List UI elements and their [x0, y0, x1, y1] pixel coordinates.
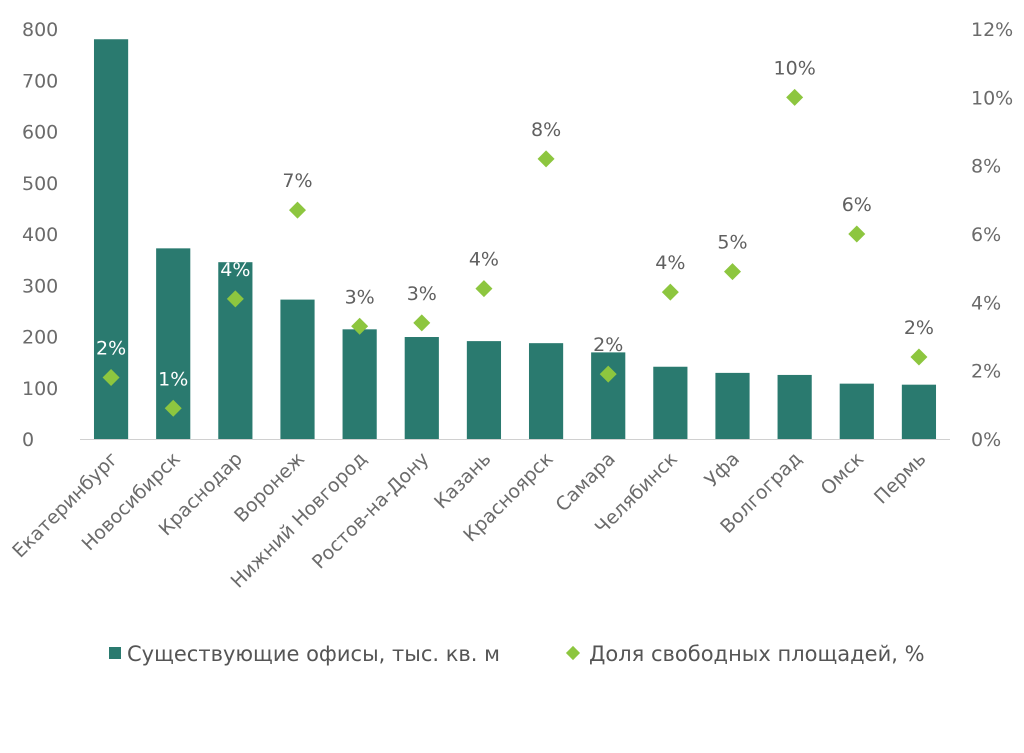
x-category-label: Ростов-на-Дону [308, 448, 433, 573]
diamond-marker [164, 399, 182, 417]
diamond-marker [289, 201, 306, 219]
diamond-marker [786, 88, 804, 106]
right-axis: 0% 2% 4% 6% 8% 10% 12% [971, 19, 1013, 451]
diamond-marker [351, 317, 369, 335]
diamond-marker [413, 314, 431, 332]
data-label: 2% [593, 334, 623, 356]
y-left-tick-label: 800 [22, 19, 58, 41]
y-left-tick-label: 500 [22, 173, 58, 195]
y-right-tick-label: 8% [971, 156, 1001, 178]
bar [777, 374, 812, 439]
bar-series [93, 39, 937, 439]
diamond-marker [661, 283, 679, 301]
data-label: 7% [282, 170, 312, 192]
legend-bar-label: Существующие офисы, тыс. кв. м [127, 642, 500, 666]
bar [839, 383, 874, 439]
bar [280, 299, 315, 439]
x-category-label: Пермь [870, 448, 931, 509]
data-label: 4% [220, 259, 250, 281]
data-label: 3% [345, 286, 375, 308]
bar [404, 337, 439, 439]
y-left-tick-label: 100 [22, 378, 58, 400]
y-left-tick-label: 300 [22, 275, 58, 297]
y-right-tick-label: 4% [971, 292, 1001, 314]
diamond-marker [537, 150, 555, 168]
data-label: 10% [774, 57, 816, 79]
y-right-tick-label: 12% [971, 19, 1013, 41]
bar [715, 372, 750, 439]
diamond-marker [724, 263, 741, 281]
data-label: 3% [407, 283, 437, 305]
diamond-marker [848, 225, 866, 243]
x-category-label: Уфа [701, 448, 744, 491]
bar [342, 329, 377, 439]
legend-bar-swatch [109, 647, 121, 659]
y-left-tick-label: 0 [22, 429, 34, 451]
y-right-tick-label: 2% [971, 361, 1001, 383]
data-label: 6% [842, 194, 872, 216]
marker-series: 2% 1% 4% 7% 3% 3% 4% 8% 2% 4% 5% 10% 6% 2% [96, 57, 934, 417]
y-left-tick-label: 700 [22, 70, 58, 92]
y-right-tick-label: 10% [971, 87, 1013, 109]
bar [591, 352, 626, 439]
legend-marker-swatch [565, 645, 581, 661]
diamond-marker [102, 369, 120, 386]
bar [218, 262, 253, 439]
y-right-tick-label: 6% [971, 224, 1001, 246]
bar [528, 343, 564, 439]
y-left-tick-label: 600 [22, 122, 58, 144]
data-label: 2% [96, 338, 126, 360]
diamond-marker [599, 365, 617, 383]
data-label: 4% [469, 249, 499, 271]
y-left-tick-label: 200 [22, 327, 58, 349]
diamond-marker [910, 348, 928, 366]
category-labels: ЕкатеринбургНовосибирскКраснодарВоронежН… [8, 448, 930, 593]
data-label: 2% [904, 317, 934, 339]
diamond-marker [226, 290, 244, 308]
bar [653, 366, 688, 439]
data-label: 1% [158, 368, 188, 390]
left-axis: 0 100 200 300 400 500 600 700 800 [22, 19, 58, 451]
data-label: 4% [655, 252, 685, 274]
data-label: 5% [717, 232, 747, 254]
diamond-marker [475, 280, 493, 298]
y-left-tick-label: 400 [22, 224, 58, 246]
x-category-label: Омск [817, 448, 869, 500]
legend-marker-label: Доля свободных площадей, % [589, 642, 925, 666]
y-right-tick-label: 0% [971, 429, 1001, 451]
bar [466, 341, 502, 439]
legend: Существующие офисы, тыс. кв. м Доля своб… [109, 642, 925, 666]
data-label: 8% [531, 119, 561, 141]
x-category-label: Екатеринбург [8, 448, 122, 562]
bar [901, 384, 937, 439]
